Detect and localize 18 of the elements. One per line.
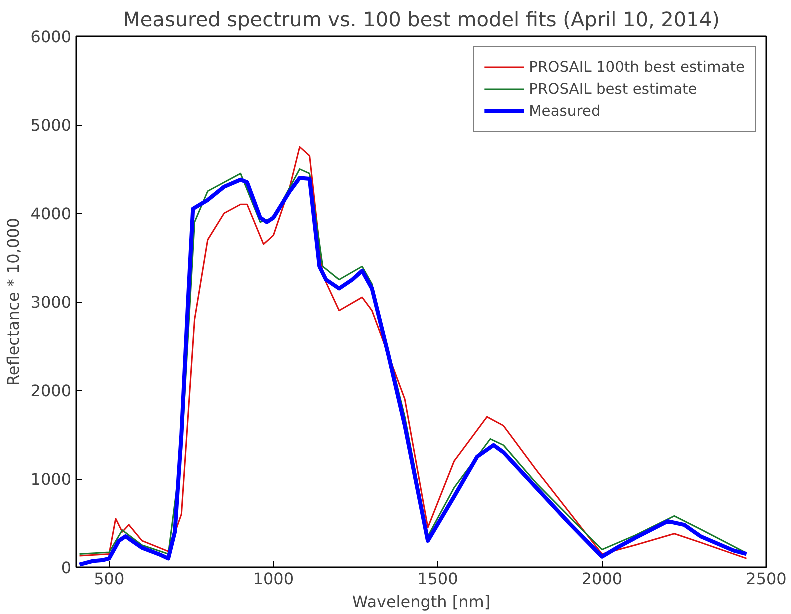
x-tick-label: 1000	[253, 570, 294, 588]
x-axis-title: Wavelength [nm]	[352, 592, 491, 612]
y-tick-label: 2000	[30, 382, 72, 400]
legend-label: PROSAIL 100th best estimate	[529, 58, 745, 76]
y-axis-title: Reflectance * 10,000	[4, 218, 23, 386]
y-tick-label: 1000	[30, 470, 72, 489]
legend-label: PROSAIL best estimate	[529, 80, 698, 98]
x-tick-label: 500	[94, 570, 125, 588]
y-tick-label: 6000	[30, 28, 72, 46]
y-tick-label: 0	[61, 558, 72, 578]
chart-title: Measured spectrum vs. 100 best model fits (April 10, 2014)	[123, 8, 720, 32]
y-tick-label: 4000	[30, 204, 72, 224]
x-tick-label: 2500	[746, 570, 787, 588]
y-tick-label: 5000	[30, 116, 72, 135]
x-tick-label: 1500	[418, 570, 458, 588]
y-tick-label: 3000	[30, 293, 72, 312]
legend-label: Measured	[529, 102, 601, 120]
x-tick-label: 2000	[582, 570, 623, 588]
